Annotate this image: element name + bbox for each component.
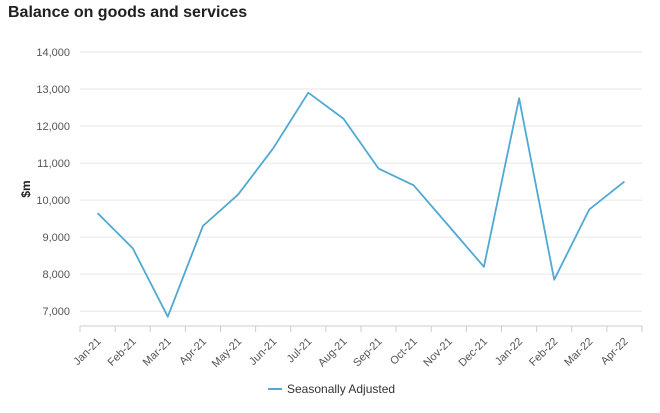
data-point[interactable] <box>95 210 101 216</box>
x-tick-label: Apr-22 <box>599 336 631 368</box>
x-tick-label: Feb-21 <box>106 336 139 369</box>
x-tick-label: Apr-21 <box>177 336 209 368</box>
legend-label[interactable]: Seasonally Adjusted <box>287 382 395 396</box>
gridlines <box>80 51 642 312</box>
data-point[interactable] <box>411 182 417 188</box>
x-tick-label: Sep-21 <box>351 336 385 370</box>
x-tick-label: Mar-21 <box>141 336 174 369</box>
series-layer <box>95 90 627 320</box>
x-axis: Jan-21 Feb-21 Mar-21 Apr-21 May-21 Jun-21 Jul-… <box>71 325 643 370</box>
data-point[interactable] <box>586 206 592 212</box>
data-point[interactable] <box>270 145 276 151</box>
y-tick-label: 7,000 <box>42 306 70 318</box>
x-tick-label: Feb-22 <box>527 336 560 369</box>
x-tick-label: Mar-22 <box>562 336 595 369</box>
data-point[interactable] <box>130 245 136 251</box>
data-point[interactable] <box>621 179 627 185</box>
data-point[interactable] <box>340 116 346 122</box>
data-point[interactable] <box>551 277 557 283</box>
data-point[interactable] <box>165 314 171 320</box>
y-tick-label: 9,000 <box>42 232 70 244</box>
y-tick-label: 12,000 <box>36 121 70 133</box>
data-point[interactable] <box>481 264 487 270</box>
y-axis-label: $m <box>19 180 33 197</box>
series-line <box>96 91 625 318</box>
x-tick-label: Aug-21 <box>316 336 350 370</box>
data-point[interactable] <box>305 90 311 96</box>
x-tick-label: Jul-21 <box>285 336 315 366</box>
data-point[interactable] <box>200 223 206 229</box>
data-point[interactable] <box>446 223 452 229</box>
legend[interactable]: Seasonally Adjusted <box>268 382 395 396</box>
x-tick-label: Dec-21 <box>456 336 490 370</box>
x-tick-label: Jan-21 <box>71 336 103 368</box>
y-tick-label: 13,000 <box>36 84 70 96</box>
chart-title: Balance on goods and services <box>8 4 248 21</box>
y-axis-ticks: 7,000 8,000 9,000 10,000 11,000 12,000 13,000 1… <box>36 47 70 318</box>
y-tick-label: 11,000 <box>37 158 70 170</box>
data-point[interactable] <box>376 166 382 172</box>
y-tick-label: 10,000 <box>36 195 70 207</box>
x-tick-label: Jun-21 <box>247 336 279 368</box>
x-tick-label: Oct-21 <box>388 336 420 368</box>
y-tick-label: 14,000 <box>36 47 70 59</box>
data-point[interactable] <box>235 192 241 198</box>
y-tick-label: 8,000 <box>42 269 70 281</box>
x-tick-label: Jan-22 <box>493 336 525 368</box>
data-point[interactable] <box>516 95 522 101</box>
x-tick-label: Nov-21 <box>421 336 455 370</box>
x-tick-label: May-21 <box>210 336 244 370</box>
